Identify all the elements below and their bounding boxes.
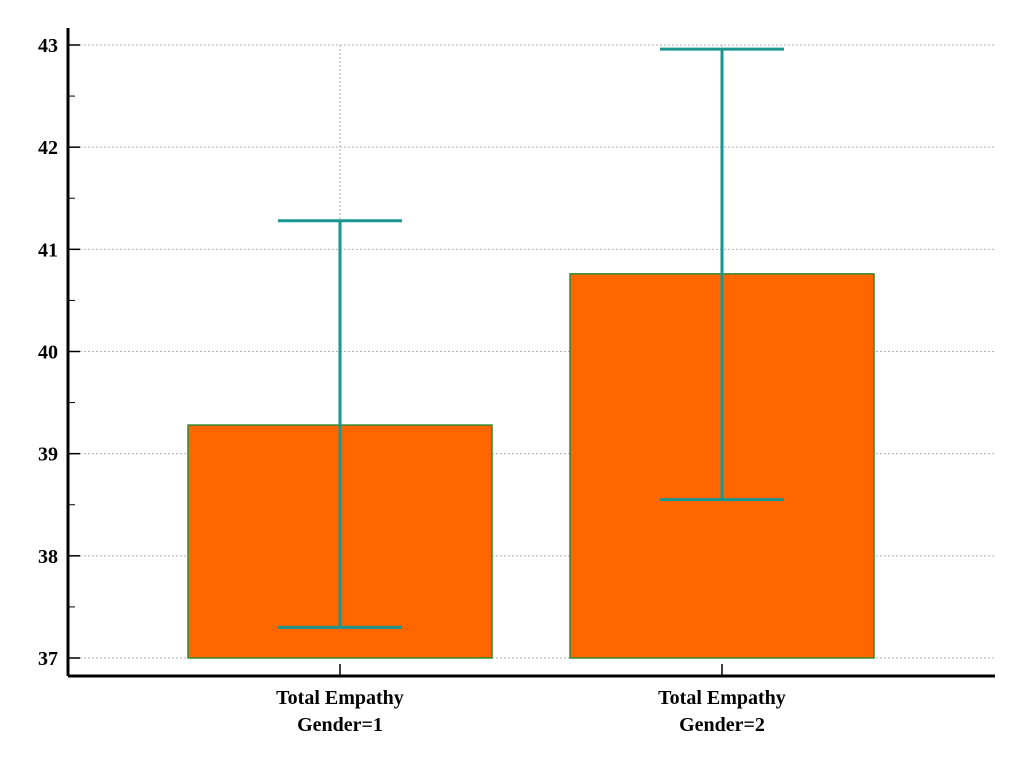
- y-axis-ticks: 37 38 39 40 41 42 43: [38, 35, 80, 670]
- error-bars: [278, 47, 784, 629]
- y-tick-label: 38: [38, 546, 58, 568]
- x-tick-label: Gender=1: [297, 714, 383, 736]
- y-tick-label: 39: [38, 444, 58, 466]
- y-tick-label: 43: [38, 35, 58, 57]
- bars: [187, 273, 875, 659]
- y-tick-label: 42: [38, 137, 58, 159]
- y-tick-label: 40: [38, 342, 58, 364]
- x-tick-label: Total Empathy: [658, 687, 786, 709]
- x-tick-label: Gender=2: [679, 714, 765, 736]
- y-tick-label: 37: [38, 648, 58, 670]
- y-tick-label: 41: [38, 239, 58, 261]
- x-axis-ticks: Total Empathy Gender=1 Total Empathy Gender…: [276, 664, 786, 736]
- x-tick-label: Total Empathy: [276, 687, 404, 709]
